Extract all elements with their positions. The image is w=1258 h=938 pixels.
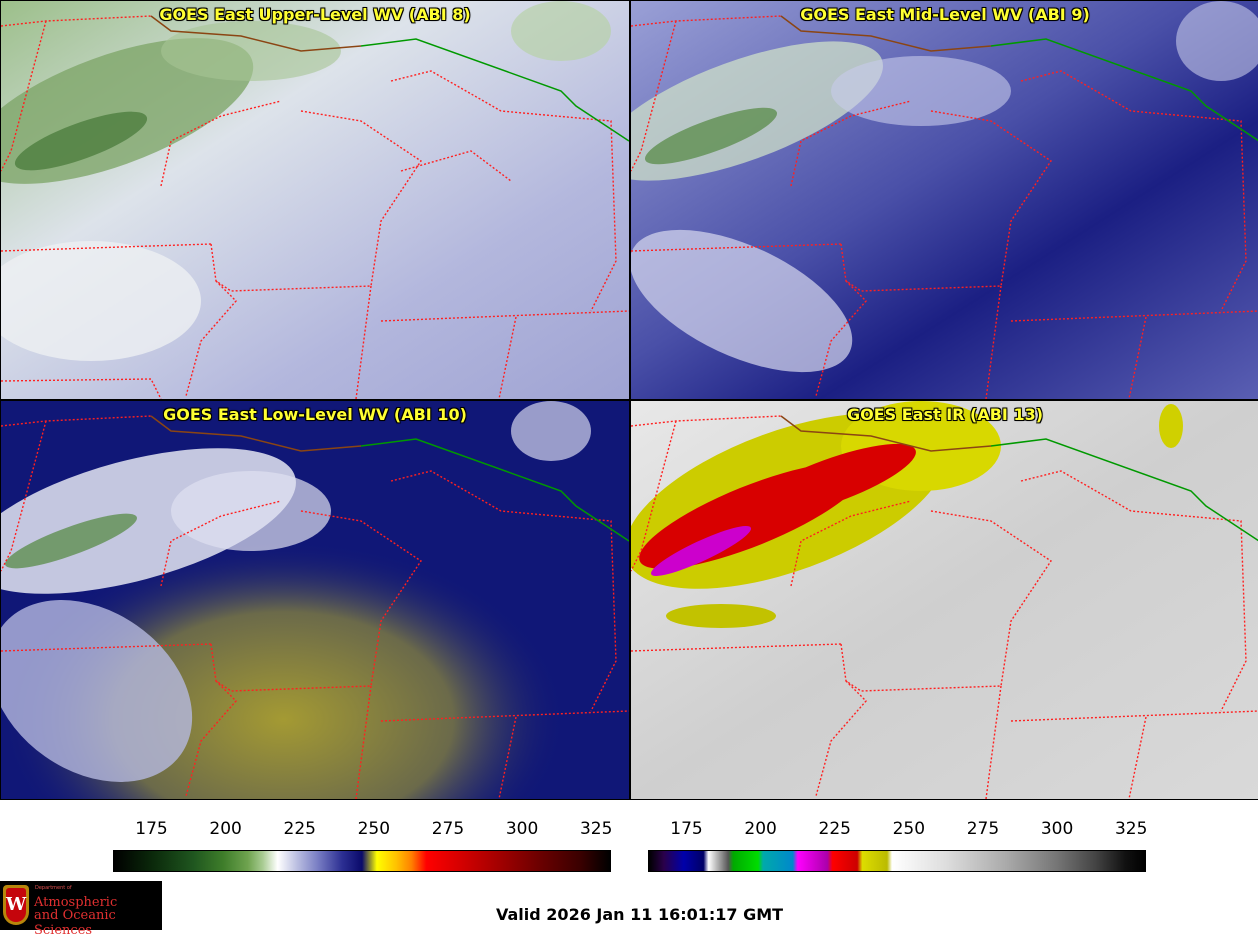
colorbar-tick-label: 175 xyxy=(135,819,168,839)
crest-letter: W xyxy=(6,888,26,922)
ir-panel: GOES East IR (ABI 13) xyxy=(630,400,1258,800)
ir-colorbar: 175 200 225 250 275 300 325 xyxy=(648,805,1148,875)
colorbar-tick-label: 275 xyxy=(966,819,1000,839)
colorbar-tick-label: 225 xyxy=(818,819,851,839)
colorbar-tick-label: 200 xyxy=(209,819,242,839)
low-level-wv-panel: GOES East Low-Level WV (ABI 10) xyxy=(0,400,630,800)
colorbar-tick-label: 175 xyxy=(670,819,703,839)
colorbar-tick-label: 250 xyxy=(357,819,391,839)
wv-colorbar: 175 200 225 250 275 300 325 xyxy=(113,805,613,875)
wv-colorbar-gradient xyxy=(113,850,611,872)
colorbar-tick-label: 325 xyxy=(579,819,613,839)
logo-dept-line2: and Oceanic Sciences xyxy=(34,908,116,938)
ir-image xyxy=(631,401,1258,799)
mid-level-wv-panel: GOES East Mid-Level WV (ABI 9) xyxy=(630,0,1258,400)
colorbar-tick-label: 200 xyxy=(744,819,777,839)
upper-level-wv-image xyxy=(1,1,629,399)
colorbar-tick-label: 325 xyxy=(1114,819,1148,839)
upper-level-wv-panel: GOES East Upper-Level WV (ABI 8) xyxy=(0,0,630,400)
mid-level-wv-image xyxy=(631,1,1258,399)
panel-title: GOES East Upper-Level WV (ABI 8) xyxy=(159,5,471,24)
uw-crest-icon: W xyxy=(3,885,29,925)
colorbar-tick-label: 225 xyxy=(283,819,316,839)
logo-dept-line1: Atmospheric xyxy=(34,895,118,910)
low-level-wv-image xyxy=(1,401,629,799)
wv-colorbar-ticks: 175 200 225 250 275 300 325 xyxy=(113,819,613,841)
logo-dept-small: Department of xyxy=(35,885,72,891)
colorbar-tick-label: 300 xyxy=(505,819,539,839)
panel-title: GOES East Low-Level WV (ABI 10) xyxy=(163,405,467,424)
colorbar-tick-label: 275 xyxy=(431,819,465,839)
valid-time: Valid 2026 Jan 11 16:01:17 GMT xyxy=(496,905,784,924)
colorbar-tick-label: 300 xyxy=(1040,819,1074,839)
ir-colorbar-gradient xyxy=(648,850,1146,872)
ir-colorbar-ticks: 175 200 225 250 275 300 325 xyxy=(648,819,1148,841)
panel-title: GOES East IR (ABI 13) xyxy=(846,405,1044,424)
aos-logo: W Department of Atmospheric and Oceanic … xyxy=(0,881,162,938)
colorbar-tick-label: 250 xyxy=(892,819,926,839)
panel-title: GOES East Mid-Level WV (ABI 9) xyxy=(800,5,1090,24)
